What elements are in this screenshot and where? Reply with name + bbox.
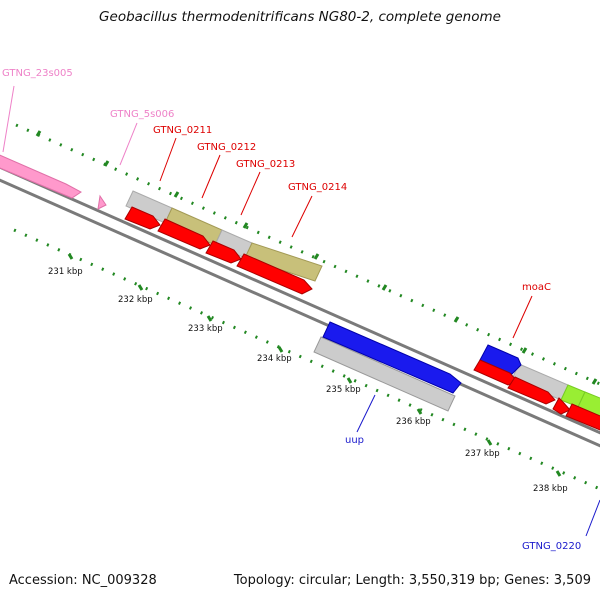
ruler-label: 238 kbp <box>533 484 568 494</box>
lower-major-ticks <box>67 253 562 477</box>
feature-gtng-23s005 <box>0 154 82 199</box>
upper-major-ticks <box>35 130 598 385</box>
cds-features <box>124 206 600 431</box>
label-leaders <box>2 85 600 537</box>
feature-green-2 <box>577 391 600 417</box>
feature-gtng-5s006 <box>97 194 107 210</box>
label-gtng-0212: GTNG_0212 <box>197 142 256 153</box>
accession-text: Accession: NC_009328 <box>9 573 157 588</box>
feature-gtng-0214 <box>244 242 323 282</box>
label-gtng-0213: GTNG_0213 <box>236 159 295 170</box>
feature-cds-3 <box>205 240 242 264</box>
label-gtng-0214: GTNG_0214 <box>288 182 347 193</box>
label-gtng-0220: GTNG_0220 <box>522 541 581 552</box>
rrna-features <box>0 154 107 210</box>
feature-moac <box>479 344 522 375</box>
blue-features <box>322 321 522 394</box>
label-uup: uup <box>345 435 364 446</box>
ruler-label: 237 kbp <box>465 449 500 459</box>
ruler-label: 231 kbp <box>48 267 83 277</box>
topology-text: Topology: circular; Length: 3,550,319 bp… <box>233 573 591 588</box>
feature-cds-7 <box>552 397 571 415</box>
label-gtng-5s006: GTNG_5s006 <box>110 109 174 120</box>
label-gtng-0211: GTNG_0211 <box>153 125 212 136</box>
feature-cds-1 <box>124 206 161 230</box>
upper-strand-features <box>125 190 600 417</box>
ruler-labels: 231 kbp 232 kbp 233 kbp 234 kbp 235 kbp … <box>48 267 568 494</box>
ruler-label: 236 kbp <box>396 417 431 427</box>
feature-cds-8 <box>565 403 600 431</box>
map-title: Geobacillus thermodenitrificans NG80-2, … <box>99 9 501 25</box>
backbone <box>0 165 600 448</box>
ruler-label: 233 kbp <box>188 324 223 334</box>
gene-labels: GTNG_23s005 GTNG_5s006 GTNG_0211 GTNG_02… <box>2 68 581 552</box>
ruler-label: 235 kbp <box>326 385 361 395</box>
ruler-label: 234 kbp <box>257 354 292 364</box>
feature-uup-gray <box>313 336 456 412</box>
feature-cds-2 <box>157 218 211 250</box>
feature-cds-4 <box>236 253 313 295</box>
feature-cds-6 <box>507 376 556 405</box>
feature-uup <box>322 321 462 394</box>
lower-tick-track <box>13 228 600 491</box>
label-gtng-23s005: GTNG_23s005 <box>2 68 73 79</box>
label-moac: moaC <box>522 282 551 293</box>
upper-tick-track <box>15 123 600 386</box>
ruler-label: 232 kbp <box>118 295 153 305</box>
